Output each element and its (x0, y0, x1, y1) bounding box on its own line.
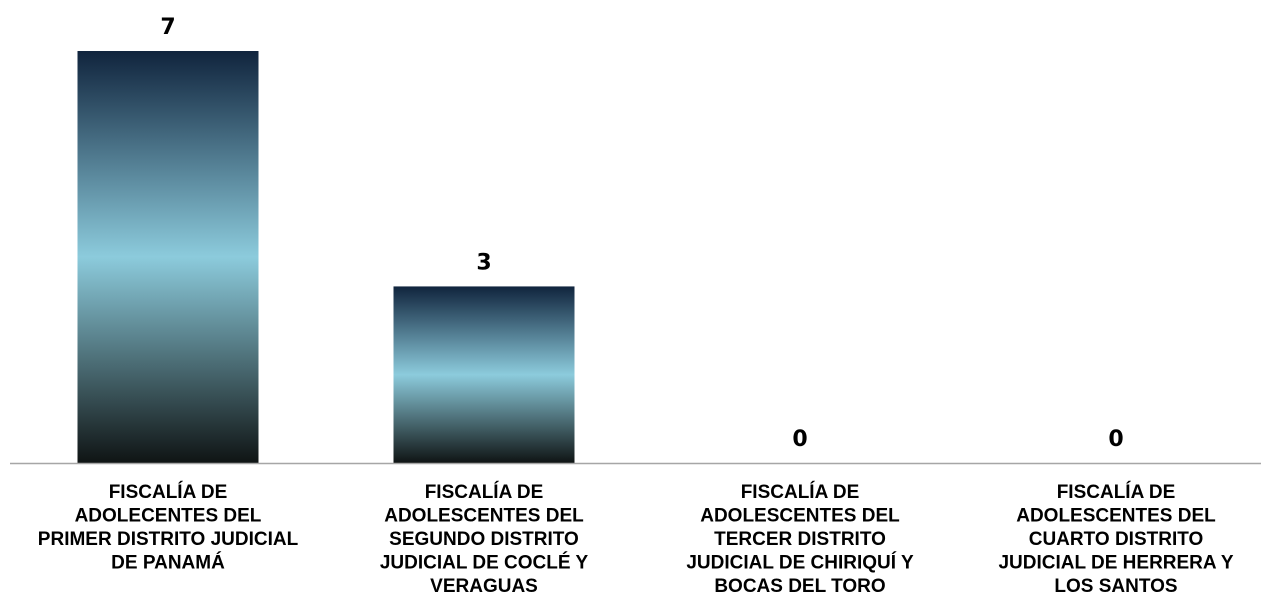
category-label-line: DE PANAMÁ (111, 552, 225, 574)
value-label-2: 3 (476, 250, 491, 275)
category-label-1: FISCALÍA DE ADOLECENTES DEL PRIMER DISTRIT… (38, 481, 299, 574)
category-label-line: LOS SANTOS (1054, 576, 1177, 597)
category-label-line: ADOLESCENTES DEL (384, 506, 584, 527)
bar-2 (393, 286, 575, 463)
category-label-line: CUARTO DISTRITO (1029, 529, 1204, 550)
bar-1 (77, 51, 259, 463)
category-label-line: FISCALÍA DE (109, 481, 228, 503)
category-label-line: ADOLESCENTES DEL (1016, 506, 1216, 527)
category-labels-group: FISCALÍA DE ADOLECENTES DEL PRIMER DISTRIT… (38, 481, 1234, 597)
category-label-line: FISCALÍA DE (1057, 481, 1176, 503)
category-label-line: ADOLECENTES DEL (75, 506, 262, 527)
value-label-3: 0 (792, 427, 807, 452)
category-label-line: FISCALÍA DE (425, 481, 544, 503)
category-label-line: JUDICIAL DE CHIRIQUÍ Y (686, 552, 914, 574)
value-labels-group: 7 3 0 0 (160, 15, 1123, 452)
category-label-line: BOCAS DEL TORO (714, 576, 885, 597)
category-label-line: JUDICIAL DE COCLÉ Y (380, 552, 589, 574)
value-label-1: 7 (160, 15, 175, 40)
category-label-line: ADOLESCENTES DEL (700, 506, 900, 527)
category-label-2: FISCALÍA DE ADOLESCENTES DEL SEGUNDO DISTR… (380, 481, 589, 597)
category-label-line: SEGUNDO DISTRITO (389, 529, 579, 550)
category-label-line: VERAGUAS (430, 576, 538, 597)
category-label-line: TERCER DISTRITO (714, 529, 886, 550)
category-label-line: JUDICIAL DE HERRERA Y (998, 553, 1233, 574)
value-label-4: 0 (1108, 427, 1123, 452)
category-label-line: FISCALÍA DE (741, 481, 860, 503)
category-label-4: FISCALÍA DE ADOLESCENTES DEL CUARTO DISTRI… (998, 481, 1233, 597)
bars-group (77, 51, 575, 463)
category-label-3: FISCALÍA DE ADOLESCENTES DEL TERCER DISTRI… (686, 481, 914, 597)
category-label-line: PRIMER DISTRITO JUDICIAL (38, 529, 299, 550)
